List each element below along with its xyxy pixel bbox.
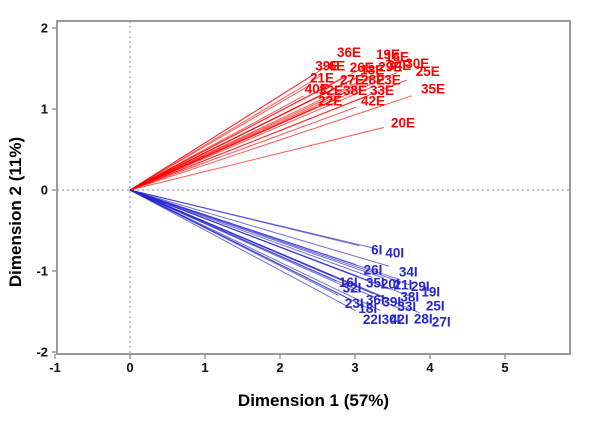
- vector-42e: [129, 106, 357, 191]
- x-tick-label--1: -1: [49, 360, 61, 375]
- vector-35e: [129, 95, 412, 191]
- vector-28i: [129, 189, 403, 311]
- point-label-28e: 28E: [361, 72, 385, 87]
- point-label-33i: 33I: [397, 299, 416, 314]
- point-label-40i: 40I: [385, 246, 404, 261]
- point-label-34i: 34I: [399, 264, 418, 279]
- point-label-16e: 16E: [385, 50, 409, 65]
- x-axis-title: Dimension 1 (57%): [237, 391, 390, 410]
- point-label-30i: 30I: [382, 312, 401, 327]
- vector-33e: [129, 96, 365, 191]
- point-label-30e: 30E: [405, 56, 429, 71]
- point-label-35e: 35E: [421, 81, 445, 96]
- point-label-26e: 26E: [350, 60, 374, 75]
- point-label-42e: 42E: [361, 93, 385, 108]
- vector-27i: [129, 189, 420, 314]
- vector-30i: [129, 189, 373, 311]
- vector-19i: [129, 189, 410, 286]
- point-label-20i: 20I: [381, 276, 400, 291]
- point-label-29i: 29I: [411, 279, 430, 294]
- point-label-29e: 29E: [378, 59, 402, 74]
- point-label-36e: 36E: [337, 45, 361, 60]
- point-label-18e: 18E: [360, 63, 384, 78]
- y-tick-label-1: 1: [41, 102, 48, 117]
- plot-frame: [56, 20, 571, 355]
- point-label-25i: 25I: [426, 298, 445, 313]
- x-tick-label-3: 3: [351, 360, 358, 375]
- point-label-38e: 38E: [343, 83, 367, 98]
- vector-32e: [129, 96, 318, 191]
- x-tick-label-0: 0: [126, 360, 133, 375]
- point-label-20e: 20E: [391, 115, 415, 130]
- point-label-33e: 33E: [370, 83, 394, 98]
- point-label-39e: 39E: [315, 59, 339, 74]
- point-label-18i: 18I: [358, 301, 377, 316]
- point-label-6i: 6I: [371, 242, 382, 257]
- point-label-26i: 26I: [364, 263, 383, 278]
- vector-20e: [129, 126, 385, 191]
- vector-23e: [129, 87, 371, 191]
- point-label-21i: 21I: [394, 277, 413, 292]
- y-tick-label-2: 2: [41, 21, 48, 36]
- point-label-40e: 40E: [305, 81, 329, 96]
- vector-40i: [129, 189, 377, 250]
- point-label-23e: 23E: [377, 72, 401, 87]
- point-label-27e: 27E: [340, 72, 364, 87]
- point-label-36i: 36I: [366, 293, 385, 308]
- point-label-25e: 25E: [416, 64, 440, 79]
- y-axis-title: Dimension 2 (11%): [6, 136, 25, 288]
- x-tick-label-2: 2: [276, 360, 283, 375]
- point-label-28i: 28I: [414, 311, 433, 326]
- point-label-19e: 19E: [376, 47, 400, 62]
- point-label-42i: 42I: [390, 312, 409, 327]
- point-label-23i: 23I: [345, 296, 364, 311]
- x-tick-label-5: 5: [501, 360, 508, 375]
- vector-22e: [129, 106, 317, 191]
- vector-40e: [129, 95, 304, 191]
- point-label-6e: 6E: [329, 59, 346, 74]
- vector-22i: [129, 189, 356, 311]
- point-label-22i: 22I: [363, 312, 382, 327]
- vector-34i: [129, 189, 389, 267]
- vector-25i: [129, 189, 415, 299]
- point-label-22e: 22E: [318, 93, 342, 108]
- point-label-39i: 39I: [382, 294, 401, 309]
- y-tick-label-0: 0: [41, 183, 48, 198]
- point-label-35i: 35I: [366, 276, 385, 291]
- x-tick-label-4: 4: [426, 360, 434, 375]
- y-tick-label--2: -2: [36, 345, 48, 360]
- vector-21e: [129, 85, 309, 191]
- point-label-38i: 38I: [400, 289, 419, 304]
- point-label-27i: 27I: [432, 315, 451, 330]
- vector-39e: [129, 74, 314, 191]
- point-label-32i: 32I: [343, 281, 362, 296]
- point-label-21e: 21E: [310, 71, 334, 86]
- point-label-16i: 16I: [339, 275, 358, 290]
- point-label-19i: 19I: [421, 285, 440, 300]
- vector-42i: [129, 189, 381, 311]
- vector-20i: [129, 189, 373, 278]
- point-label-34e: 34E: [387, 58, 411, 73]
- y-tick-label--1: -1: [36, 264, 48, 279]
- point-label-32e: 32E: [319, 83, 343, 98]
- x-tick-label-1: 1: [201, 360, 208, 375]
